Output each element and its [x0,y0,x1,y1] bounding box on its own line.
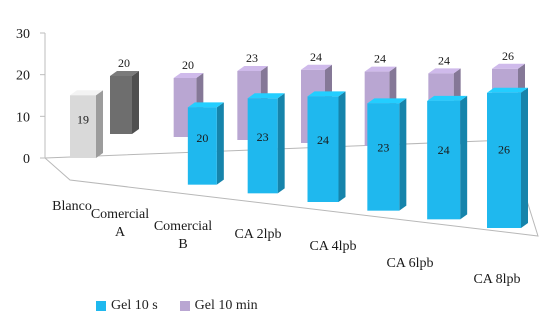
x-category-label: CA 2lpb [234,227,281,242]
bar-gel-10min-0 [110,71,139,134]
bar-gel-10s-3-top [307,91,346,97]
bar-gel-10s-3-side [338,91,346,202]
bar-gel-10s-0-top [70,90,103,96]
x-category-label: A [115,225,126,240]
bar-gel-10s-0-front [70,95,96,158]
data-label-gel-10s: 20 [196,131,208,145]
bar-gel-10s-5-side [460,95,468,220]
bar-gel-10s-3-front [307,96,339,202]
bar-gel-10min-0-top [110,71,139,76]
data-label-gel-10min: 24 [310,50,322,64]
x-category-label: CA 8lpb [473,272,520,287]
bar-gel-10s-6-front [487,92,521,228]
x-category-label: Comercial [154,219,212,234]
data-label-gel-10min: 20 [182,58,194,72]
bar-gel-10min-4-top [364,66,397,72]
data-label-gel-10s: 26 [498,143,510,157]
bar-gel-10s-4-top [367,98,407,104]
legend-swatch-gel-10min [179,301,190,311]
bar-gel-10min-2-top [237,66,268,71]
x-category-label: Comercial [91,207,149,222]
bar-gel-10s-5-top [427,95,468,101]
x-category-label: CA 4lpb [309,239,356,254]
data-label-gel-10min: 24 [438,53,450,67]
x-category-label: B [178,237,187,252]
bar-gel-10s-0 [70,90,103,158]
legend-item-gel-10min: Gel 10 min [179,298,258,314]
y-tick-label: 10 [16,110,30,125]
bar-gel-10s-1-front [187,107,217,185]
bar-gel-10s-1-side [216,102,224,185]
data-label-gel-10s: 24 [317,133,329,147]
bar-gel-10min-0-front [110,76,132,134]
data-label-gel-10s: 23 [257,130,269,144]
bar-gel-10s-2 [247,93,285,194]
chart-legend: Gel 10 s Gel 10 min [96,298,258,314]
x-category-label: Blanco [52,199,92,214]
bar-gel-10s-2-top [247,93,285,99]
legend-item-gel-10s: Gel 10 s [96,298,158,314]
y-tick-label: 30 [16,27,30,42]
bar-gel-10min-6-top [492,63,525,69]
bar-gel-10min-0-side [132,71,139,134]
bar-gel-10s-1-top [187,102,224,108]
legend-swatch-gel-10s [96,301,106,311]
bar-gel-10s-1 [187,102,224,185]
legend-label-gel-10s: Gel 10 s [111,298,158,313]
bar-gel-10s-0-side [96,90,103,158]
bar-gel-10s-4 [367,98,407,211]
bar-gel-10min-5-top [428,68,461,74]
bar-gel-10s-5 [427,95,468,220]
bar-gel-10s-5-front [427,100,461,220]
bar-gel-10min-3-top [301,64,332,70]
legend-label-gel-10min: Gel 10 min [194,298,258,313]
data-label-gel-10min: 23 [246,51,258,65]
bar-gel-10s-2-front [247,98,278,194]
bar-gel-10s-2-side [277,93,285,194]
x-category-label: CA 6lpb [386,256,433,271]
data-label-gel-10s: 24 [438,143,450,157]
bar-gel-10s-6 [487,87,528,228]
data-label-gel-10s: 23 [377,141,389,155]
bar-gel-10s-3 [307,91,346,202]
y-tick-label: 0 [23,152,30,167]
data-label-gel-10min: 20 [118,56,130,70]
bar-gel-10s-4-front [367,103,400,211]
bar-gel-10s-6-side [521,87,528,228]
chart-floor [43,139,539,237]
y-tick-label: 20 [16,69,30,84]
data-label-gel-10min: 26 [502,49,514,63]
bar-gel-10s-6-top [487,87,528,93]
bar-gel-10min-1-top [173,73,204,78]
bar-gel-10s-4-side [399,98,407,211]
data-label-gel-10min: 24 [374,52,386,66]
data-label-gel-10s: 19 [77,113,89,127]
